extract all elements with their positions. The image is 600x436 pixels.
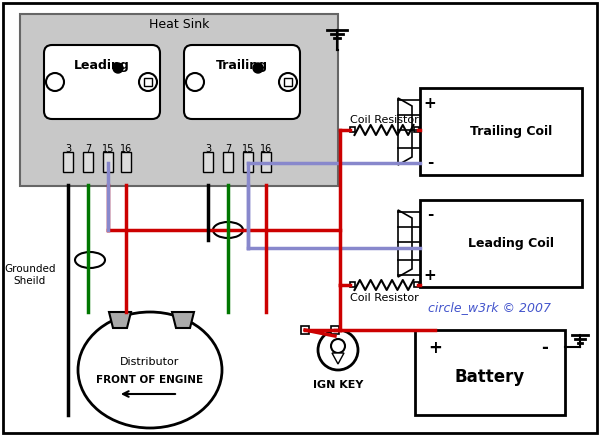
FancyBboxPatch shape <box>184 45 300 119</box>
Text: 7: 7 <box>225 144 231 154</box>
Polygon shape <box>332 353 344 364</box>
Circle shape <box>318 330 358 370</box>
Text: +: + <box>424 95 436 110</box>
Text: 16: 16 <box>120 144 132 154</box>
Text: 3: 3 <box>205 144 211 154</box>
Bar <box>63 152 73 172</box>
Text: Grounded
Sheild: Grounded Sheild <box>4 264 56 286</box>
Text: Trailing Coil: Trailing Coil <box>470 125 552 138</box>
Text: 15: 15 <box>242 144 254 154</box>
Text: +: + <box>424 268 436 283</box>
Circle shape <box>113 63 123 73</box>
Ellipse shape <box>213 222 243 238</box>
Bar <box>349 283 355 287</box>
Bar <box>284 78 292 86</box>
Text: 15: 15 <box>102 144 114 154</box>
Bar <box>203 152 213 172</box>
Text: Heat Sink: Heat Sink <box>149 18 209 31</box>
Circle shape <box>279 73 297 91</box>
Text: circle_w3rk © 2007: circle_w3rk © 2007 <box>428 302 551 314</box>
Bar <box>415 330 565 415</box>
Circle shape <box>186 73 204 91</box>
Bar <box>261 152 271 172</box>
Text: 3: 3 <box>65 144 71 154</box>
Text: Coil Resistor: Coil Resistor <box>350 293 418 303</box>
Text: Trailing: Trailing <box>216 58 268 72</box>
Text: -: - <box>427 156 433 170</box>
Bar <box>243 152 253 172</box>
Bar <box>223 152 233 172</box>
Bar <box>349 127 355 133</box>
Bar <box>420 88 582 175</box>
Ellipse shape <box>75 252 105 268</box>
Text: Leading: Leading <box>74 58 130 72</box>
Bar <box>413 127 419 133</box>
Circle shape <box>46 73 64 91</box>
Bar <box>103 152 113 172</box>
Text: 7: 7 <box>85 144 91 154</box>
Ellipse shape <box>78 312 222 428</box>
Text: -: - <box>427 208 433 222</box>
Polygon shape <box>398 210 412 277</box>
Polygon shape <box>109 312 131 328</box>
Text: Battery: Battery <box>455 368 525 386</box>
Polygon shape <box>172 312 194 328</box>
Bar <box>420 200 582 287</box>
Text: -: - <box>542 339 548 357</box>
Bar <box>121 152 131 172</box>
Bar <box>331 326 339 334</box>
Circle shape <box>253 63 263 73</box>
Circle shape <box>139 73 157 91</box>
Bar <box>144 78 152 86</box>
Polygon shape <box>398 98 412 165</box>
Text: Leading Coil: Leading Coil <box>468 237 554 250</box>
Text: Coil Resistor: Coil Resistor <box>350 115 418 125</box>
Text: 16: 16 <box>260 144 272 154</box>
Bar <box>20 14 338 186</box>
Text: IGN KEY: IGN KEY <box>313 380 363 390</box>
FancyBboxPatch shape <box>44 45 160 119</box>
Bar <box>301 326 309 334</box>
Bar <box>83 152 93 172</box>
Bar <box>413 283 419 287</box>
Text: Distributor: Distributor <box>121 357 179 367</box>
Text: FRONT OF ENGINE: FRONT OF ENGINE <box>97 375 203 385</box>
Text: +: + <box>428 339 442 357</box>
Circle shape <box>331 339 345 353</box>
